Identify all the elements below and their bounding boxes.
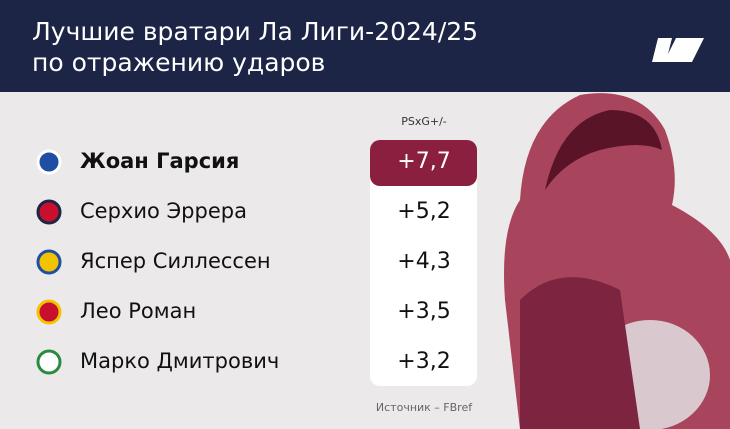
value: +4,3: [397, 249, 450, 274]
player-name: Яспер Силлессен: [80, 249, 271, 273]
highlight: [370, 140, 477, 186]
club-crest: [36, 299, 62, 325]
title-line: по отражению ударов: [32, 48, 325, 77]
club-crest: [36, 199, 62, 225]
club-crest: [36, 349, 62, 375]
value: +3,5: [397, 299, 450, 324]
value: +3,2: [397, 349, 450, 374]
header-band: [0, 0, 730, 92]
player-name: Марко Дмитрович: [80, 349, 279, 373]
player-photo: [504, 93, 730, 429]
title-line: Лучшие вратари Ла Лиги-2024/25: [32, 17, 478, 46]
value: +5,2: [397, 199, 450, 224]
club-crest: [36, 249, 62, 275]
column-header: PSxG+/-: [401, 115, 447, 128]
logo: [652, 38, 704, 62]
club-crest: [36, 149, 62, 175]
player-name: Лео Роман: [80, 299, 196, 323]
player-name: Серхио Эррера: [80, 199, 247, 223]
value: +7,7: [397, 149, 450, 174]
player-name: Жоан Гарсия: [80, 149, 239, 173]
value-column: [370, 140, 477, 386]
source: Источник – FBref: [376, 401, 473, 414]
